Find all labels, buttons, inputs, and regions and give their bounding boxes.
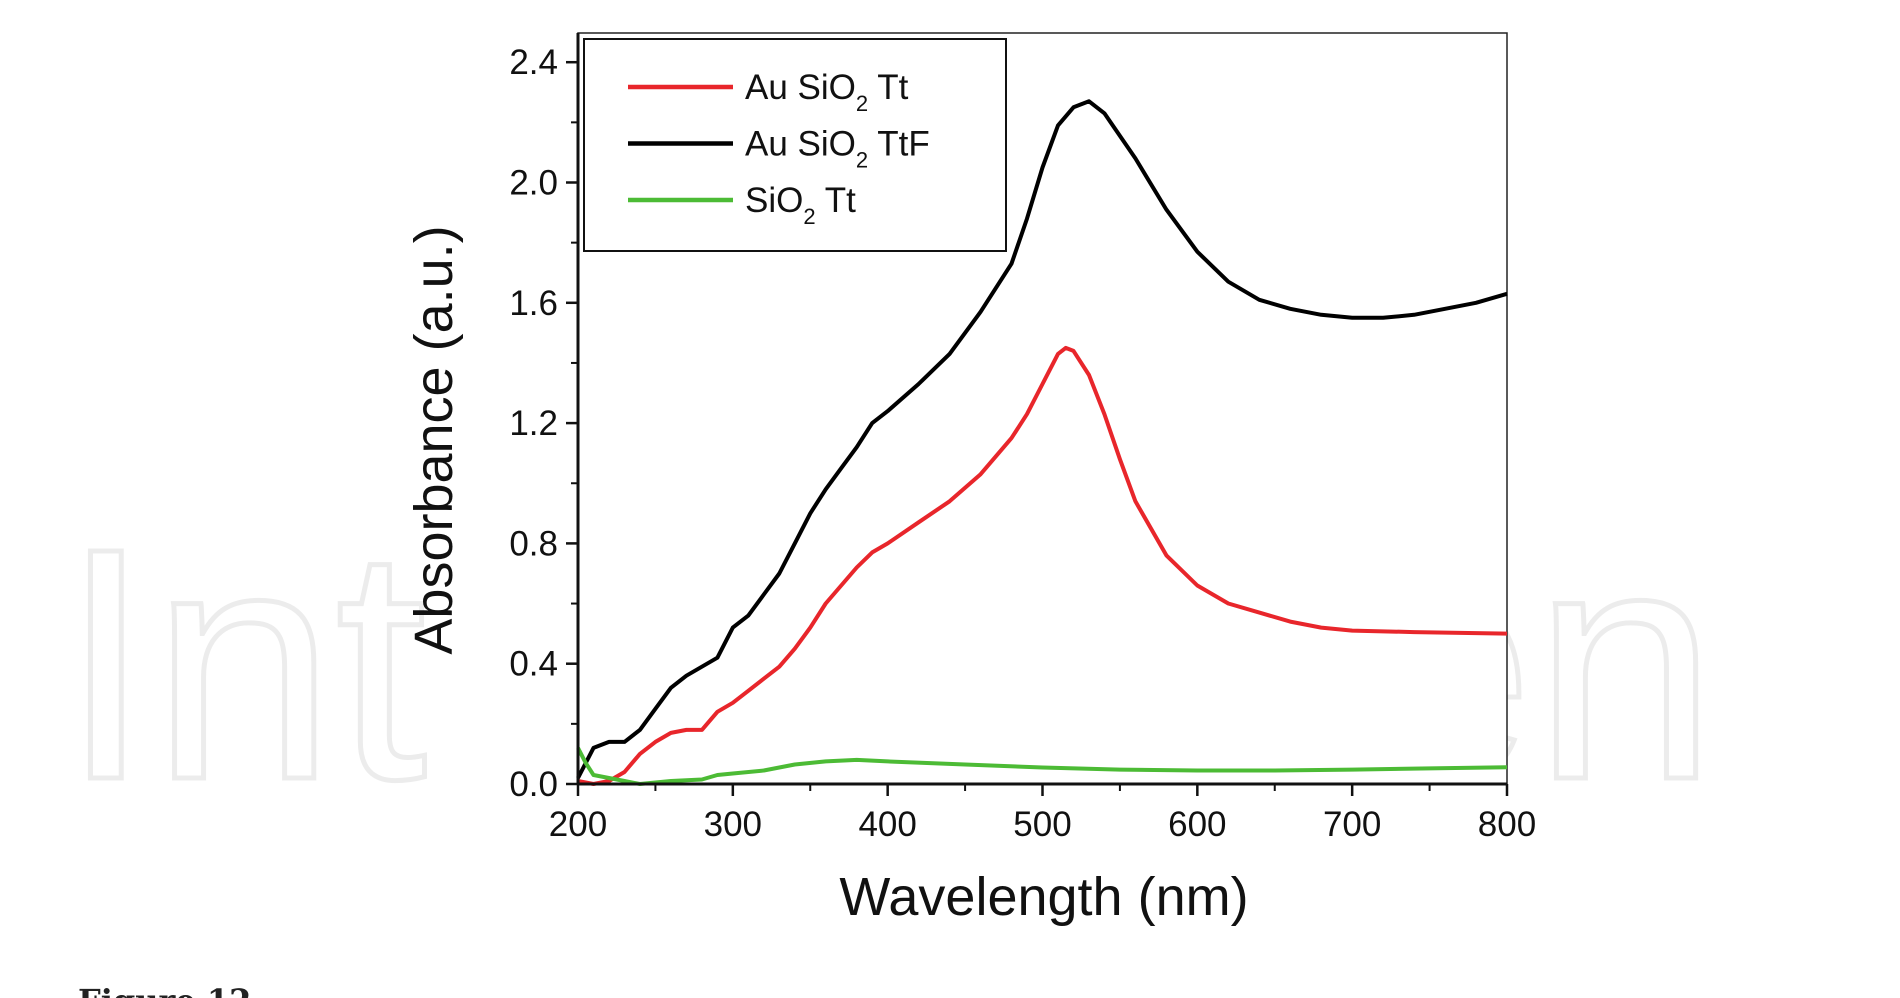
y-tick-label: 2.4	[509, 43, 558, 82]
y-axis-title: Absorbance (a.u.)	[404, 225, 464, 654]
x-tick-label: 700	[1323, 805, 1381, 844]
y-tick-label: 0.8	[509, 524, 558, 563]
x-tick-label: 400	[858, 805, 916, 844]
x-tick-label: 600	[1168, 805, 1226, 844]
y-tick-label: 2.0	[509, 164, 558, 203]
legend-label: Au SiO2 TtF	[745, 125, 930, 173]
legend-label-text: Au SiO	[745, 125, 856, 164]
series-lines	[576, 99, 1508, 786]
x-tick-label: 200	[549, 805, 607, 844]
legend-label-text: Au SiO	[745, 68, 856, 107]
x-tick-label: 800	[1478, 805, 1536, 844]
x-tick-label: 300	[704, 805, 762, 844]
series-line-2	[576, 746, 1508, 786]
x-axis-title: Wavelength (nm)	[839, 867, 1248, 927]
legend-label: SiO2 Tt	[745, 181, 856, 229]
legend-label-text: SiO	[745, 181, 803, 220]
x-tick-label: 500	[1013, 805, 1071, 844]
y-tick-label: 0.0	[509, 765, 558, 804]
axis-ticks: 200 300 400 500 600 700 800 0.0 0.4 0.8 1.2 1.6 2.0 2…	[509, 43, 1536, 844]
y-tick-label: 0.4	[509, 645, 558, 684]
legend-label-text: Tt	[868, 68, 908, 107]
series-line-0	[577, 345, 1508, 786]
legend-label-subscript: 2	[803, 204, 815, 229]
y-tick-label: 1.6	[509, 284, 558, 323]
legend-label-text: Tt	[816, 181, 856, 220]
legend-label-subscript: 2	[856, 148, 868, 173]
series-line-1	[576, 99, 1508, 779]
y-tick-label: 1.2	[509, 404, 558, 443]
svg-text:Int: Int	[60, 479, 428, 848]
legend-label-text: TtF	[868, 125, 930, 164]
legend-label-subscript: 2	[856, 91, 868, 116]
legend-label: Au SiO2 Tt	[745, 68, 909, 116]
figure-label: Figure 12	[78, 982, 251, 998]
